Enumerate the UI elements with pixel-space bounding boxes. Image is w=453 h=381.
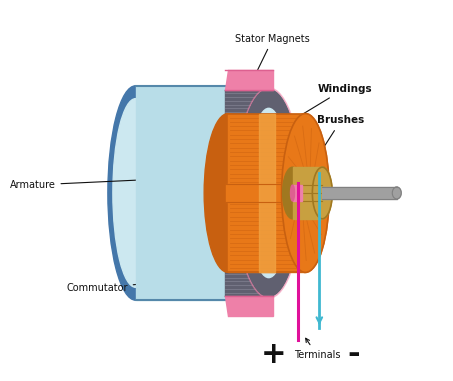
Ellipse shape: [204, 114, 252, 272]
Polygon shape: [228, 114, 305, 272]
Ellipse shape: [237, 90, 300, 296]
Polygon shape: [225, 70, 273, 90]
Ellipse shape: [248, 108, 289, 278]
Ellipse shape: [282, 114, 329, 272]
FancyBboxPatch shape: [293, 185, 303, 201]
Text: Stator Magnets: Stator Magnets: [235, 34, 310, 76]
Text: Brushes: Brushes: [302, 115, 365, 182]
Polygon shape: [135, 86, 265, 300]
FancyBboxPatch shape: [322, 187, 397, 199]
Ellipse shape: [113, 99, 159, 287]
Text: Windings: Windings: [261, 84, 372, 139]
FancyBboxPatch shape: [226, 184, 296, 202]
Polygon shape: [225, 296, 273, 316]
Text: +: +: [261, 340, 286, 369]
Polygon shape: [293, 167, 322, 219]
Ellipse shape: [392, 187, 401, 199]
Ellipse shape: [108, 86, 164, 300]
FancyBboxPatch shape: [259, 114, 275, 272]
Text: Terminals: Terminals: [294, 338, 340, 360]
Ellipse shape: [235, 88, 303, 298]
Ellipse shape: [290, 185, 294, 201]
Text: Armature: Armature: [10, 176, 176, 190]
Ellipse shape: [313, 167, 332, 219]
Ellipse shape: [237, 90, 300, 296]
Polygon shape: [225, 90, 269, 296]
Text: Commutator: Commutator: [66, 275, 216, 293]
Text: -: -: [348, 340, 361, 369]
Ellipse shape: [248, 99, 281, 287]
Ellipse shape: [237, 86, 293, 300]
Ellipse shape: [283, 167, 303, 219]
